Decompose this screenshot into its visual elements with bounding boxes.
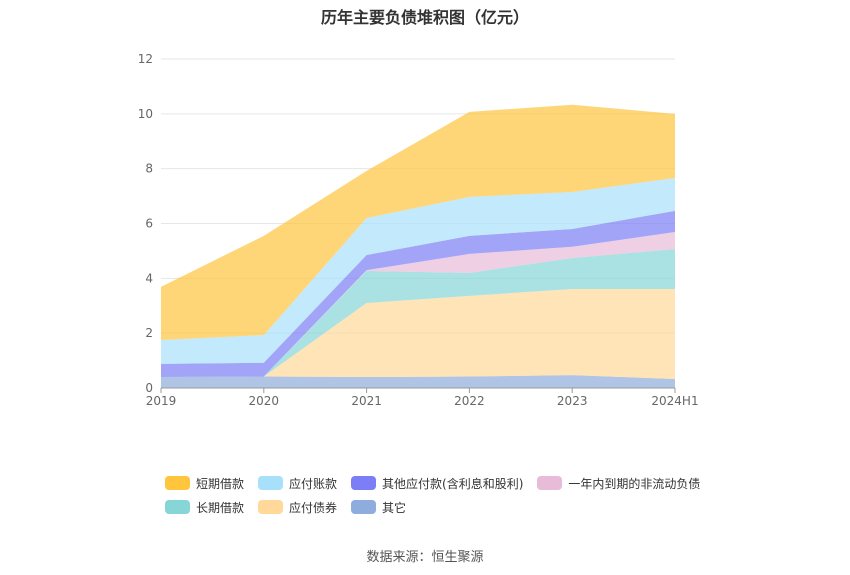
legend-label: 其它 — [382, 500, 407, 515]
legend-item[interactable]: 短期借款 — [165, 473, 244, 493]
legend-label: 短期借款 — [196, 476, 245, 491]
area-长期借款 — [161, 248, 675, 378]
y-tick-label: 10 — [138, 107, 153, 121]
x-tick-label: 2023 — [557, 394, 588, 408]
x-tick-label: 2024H1 — [651, 394, 698, 408]
legend-item[interactable]: 长期借款 — [165, 497, 244, 517]
legend-item[interactable]: 应付账款 — [258, 473, 337, 493]
area-短期借款 — [161, 104, 675, 341]
area-其它 — [161, 375, 675, 388]
legend-item[interactable]: 其他应付款(含利息和股利) — [351, 473, 523, 493]
area-应付账款 — [161, 177, 675, 364]
x-tick-label: 2020 — [249, 394, 280, 408]
area-应付债券 — [161, 289, 675, 379]
legend: 短期借款 应付账款 其他应付款(含利息和股利) 一年内到期的非流动负债长期借款 应付债券… — [165, 473, 725, 521]
x-tick-label: 2022 — [454, 394, 485, 408]
x-tick-label: 2021 — [351, 394, 382, 408]
y-tick-label: 8 — [145, 162, 153, 176]
legend-label: 应付债券 — [289, 500, 338, 515]
legend-swatch — [351, 500, 377, 514]
source-note: 数据来源：恒生聚源 — [366, 550, 484, 565]
legend-item[interactable]: 其它 — [351, 497, 406, 517]
legend-swatch — [258, 476, 284, 490]
stacked-area-chart: 0 2 4 6 8 10 12 2019 2020 2021 2022 2023 2024H1 — [138, 52, 699, 408]
area-一年内到期的非流动负债 — [161, 231, 675, 378]
legend-item[interactable]: 一年内到期的非流动负债 — [537, 473, 700, 493]
legend-label: 一年内到期的非流动负债 — [568, 476, 701, 491]
legend-item[interactable]: 应付债券 — [258, 497, 337, 517]
y-tick-label: 4 — [145, 271, 153, 285]
y-tick-label: 6 — [145, 217, 153, 231]
y-tick-label: 12 — [138, 52, 153, 66]
legend-swatch — [258, 500, 284, 514]
legend-swatch — [165, 500, 190, 514]
legend-label: 其他应付款(含利息和股利) — [382, 476, 524, 491]
legend-swatch — [537, 476, 563, 490]
chart-title: 历年主要负债堆积图（亿元） — [320, 8, 529, 27]
legend-swatch — [351, 476, 377, 490]
legend-swatch — [165, 476, 190, 490]
legend-label: 应付账款 — [289, 476, 338, 491]
legend-label: 长期借款 — [196, 500, 245, 515]
y-tick-label: 2 — [145, 326, 153, 340]
y-tick-label: 0 — [145, 381, 153, 395]
x-tick-label: 2019 — [146, 394, 177, 408]
area-其他应付款(含利息和股利) — [161, 210, 675, 378]
